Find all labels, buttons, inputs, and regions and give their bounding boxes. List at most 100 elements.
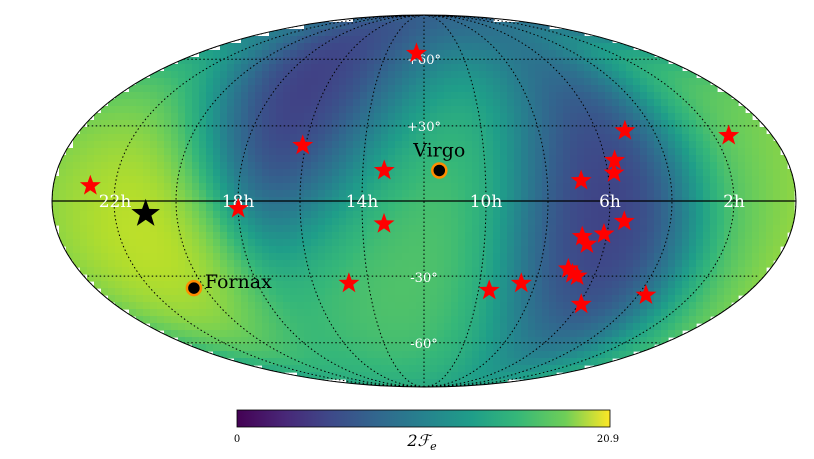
heatmap-cell: [339, 274, 347, 282]
heatmap-cell: [479, 344, 487, 352]
heatmap-cell: [108, 274, 116, 282]
heatmap-cell: [283, 225, 291, 233]
heatmap-cell: [633, 176, 641, 184]
heatmap-cell: [675, 288, 683, 296]
heatmap-cell: [395, 225, 403, 233]
heatmap-cell: [563, 176, 571, 184]
heatmap-cell: [570, 232, 578, 240]
heatmap-cell: [283, 43, 291, 51]
heatmap-cell: [409, 71, 417, 79]
heatmap-cell: [122, 218, 130, 226]
heatmap-cell: [262, 50, 270, 58]
heatmap-cell: [500, 246, 508, 254]
heatmap-cell: [304, 22, 312, 30]
heatmap-cell: [234, 71, 242, 79]
heatmap-cell: [346, 330, 354, 338]
heatmap-cell: [297, 120, 305, 128]
heatmap-cell: [577, 225, 585, 233]
heatmap-cell: [689, 260, 697, 268]
heatmap-cell: [584, 36, 592, 44]
heatmap-cell: [213, 316, 221, 324]
heatmap-cell: [451, 92, 459, 100]
heatmap-cell: [696, 253, 704, 261]
heatmap-cell: [108, 190, 116, 198]
heatmap-cell: [766, 204, 774, 212]
heatmap-cell: [661, 78, 669, 86]
heatmap-cell: [773, 204, 781, 212]
heatmap-cell: [472, 358, 480, 366]
heatmap-cell: [374, 260, 382, 268]
heatmap-cell: [388, 344, 396, 352]
heatmap-cell: [318, 183, 326, 191]
heatmap-cell: [136, 148, 144, 156]
heatmap-cell: [213, 120, 221, 128]
heatmap-cell: [521, 365, 529, 373]
heatmap-cell: [500, 141, 508, 149]
heatmap-cell: [122, 141, 130, 149]
heatmap-cell: [549, 57, 557, 65]
heatmap-cell: [157, 99, 165, 107]
heatmap-cell: [549, 99, 557, 107]
heatmap-cell: [430, 372, 438, 380]
heatmap-cell: [444, 323, 452, 331]
heatmap-cell: [227, 92, 235, 100]
heatmap-cell: [640, 330, 648, 338]
heatmap-cell: [388, 43, 396, 51]
heatmap-cell: [451, 50, 459, 58]
heatmap-cell: [542, 253, 550, 261]
heatmap-cell: [773, 190, 781, 198]
heatmap-cell: [290, 253, 298, 261]
heatmap-cell: [605, 106, 613, 114]
heatmap-cell: [80, 190, 88, 198]
heatmap-cell: [423, 218, 431, 226]
heatmap-cell: [731, 218, 739, 226]
heatmap-cell: [717, 176, 725, 184]
heatmap-cell: [269, 127, 277, 135]
heatmap-cell: [577, 309, 585, 317]
heatmap-cell: [136, 225, 144, 233]
heatmap-cell: [619, 141, 627, 149]
heatmap-cell: [353, 344, 361, 352]
heatmap-cell: [591, 295, 599, 303]
heatmap-cell: [213, 148, 221, 156]
heatmap-cell: [388, 169, 396, 177]
heatmap-cell: [654, 99, 662, 107]
heatmap-cell: [507, 92, 515, 100]
heatmap-cell: [451, 372, 459, 380]
heatmap-cell: [346, 113, 354, 121]
heatmap-cell: [745, 141, 753, 149]
ra-tick-label: 14h: [346, 192, 379, 212]
heatmap-cell: [367, 260, 375, 268]
heatmap-cell: [745, 225, 753, 233]
heatmap-cell: [108, 148, 116, 156]
heatmap-cell: [465, 239, 473, 247]
heatmap-cell: [339, 281, 347, 289]
heatmap-cell: [353, 316, 361, 324]
heatmap-cell: [241, 71, 249, 79]
heatmap-cell: [430, 204, 438, 212]
heatmap-cell: [437, 344, 445, 352]
heatmap-cell: [213, 127, 221, 135]
heatmap-cell: [227, 120, 235, 128]
heatmap-cell: [591, 92, 599, 100]
heatmap-cell: [297, 162, 305, 170]
heatmap-cell: [409, 176, 417, 184]
heatmap-cell: [563, 71, 571, 79]
heatmap-cell: [206, 211, 214, 219]
heatmap-cell: [332, 190, 340, 198]
heatmap-cell: [689, 295, 697, 303]
heatmap-cell: [619, 274, 627, 282]
heatmap-cell: [73, 225, 81, 233]
heatmap-cell: [535, 344, 543, 352]
heatmap-cell: [668, 141, 676, 149]
heatmap-cell: [717, 253, 725, 261]
heatmap-cell: [682, 309, 690, 317]
heatmap-cell: [766, 211, 774, 219]
heatmap-cell: [283, 232, 291, 240]
heatmap-cell: [675, 71, 683, 79]
heatmap-cell: [486, 57, 494, 65]
heatmap-cell: [360, 141, 368, 149]
heatmap-cell: [115, 232, 123, 240]
heatmap-cell: [402, 330, 410, 338]
heatmap-cell: [500, 190, 508, 198]
